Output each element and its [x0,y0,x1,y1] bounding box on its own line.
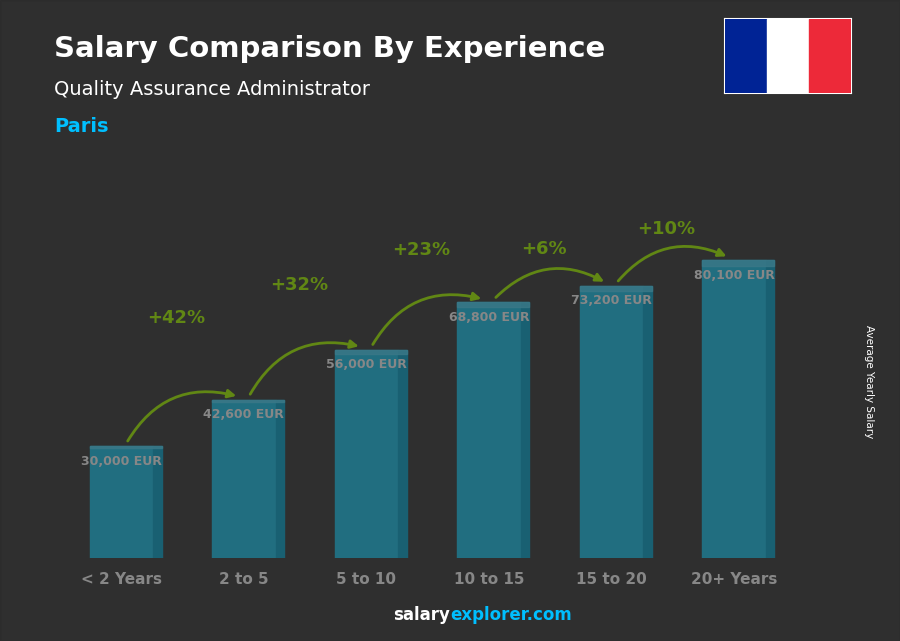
Bar [724,19,767,93]
Text: 56,000 EUR: 56,000 EUR [326,358,407,371]
Polygon shape [275,399,284,558]
Text: Average Yearly Salary: Average Yearly Salary [863,325,874,438]
Text: Quality Assurance Administrator: Quality Assurance Administrator [54,80,370,99]
Text: +10%: +10% [637,220,696,238]
Bar [457,303,529,307]
Polygon shape [521,303,529,558]
Bar [335,350,399,558]
Bar [702,260,775,266]
Bar [212,399,275,558]
Polygon shape [153,446,162,558]
Text: 42,600 EUR: 42,600 EUR [203,408,284,420]
Text: 73,200 EUR: 73,200 EUR [572,294,652,307]
Bar [702,260,766,558]
Text: +42%: +42% [148,309,205,327]
Bar [89,446,153,558]
Text: +32%: +32% [270,276,328,294]
Text: +6%: +6% [521,240,567,258]
Text: +23%: +23% [392,242,451,260]
Text: Paris: Paris [54,117,109,136]
Bar [335,350,407,354]
Bar [89,446,162,448]
Text: explorer.com: explorer.com [450,606,572,624]
Bar [212,399,284,403]
Text: 68,800 EUR: 68,800 EUR [449,310,529,324]
Text: salary: salary [393,606,450,624]
Bar [580,286,644,558]
Polygon shape [399,350,407,558]
Text: 80,100 EUR: 80,100 EUR [694,269,775,281]
Polygon shape [644,286,652,558]
Polygon shape [766,260,775,558]
Text: 30,000 EUR: 30,000 EUR [81,454,162,467]
Text: Salary Comparison By Experience: Salary Comparison By Experience [54,35,605,63]
Bar [808,19,850,93]
Bar [580,286,652,291]
Bar [457,303,521,558]
Bar [767,19,808,93]
